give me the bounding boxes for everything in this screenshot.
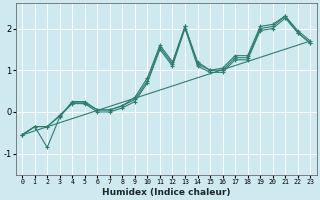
X-axis label: Humidex (Indice chaleur): Humidex (Indice chaleur) [102, 188, 230, 197]
